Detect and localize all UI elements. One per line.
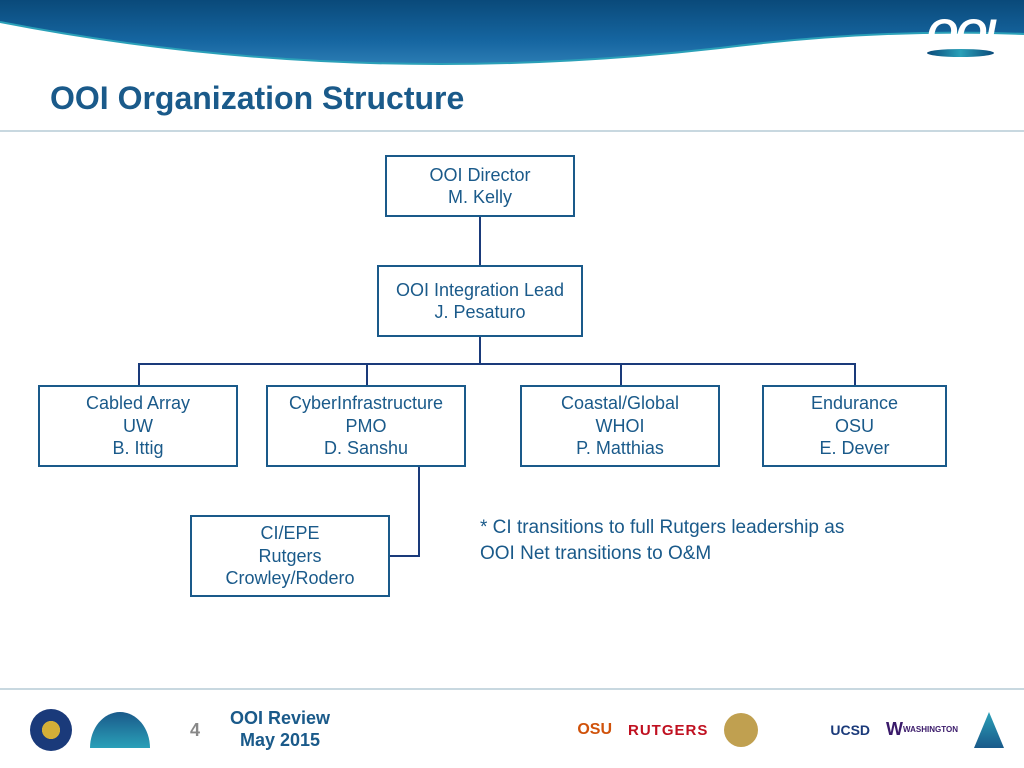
node-person: J. Pesaturo: [434, 301, 525, 324]
footer-logos-right: OSU RUTGERS UCSD W WASHINGTON: [577, 712, 1004, 748]
page-title: OOI Organization Structure: [50, 80, 464, 117]
connector: [479, 217, 481, 265]
title-underline: [0, 130, 1024, 132]
footer-logos-left: [30, 709, 150, 751]
uw-w: W: [886, 720, 903, 740]
nsf-logo-icon: [30, 709, 72, 751]
partner-seal-icon: [724, 713, 758, 747]
node-person: M. Kelly: [448, 186, 512, 209]
whoi-logo-icon: [974, 712, 1004, 748]
node-org: OSU: [835, 415, 874, 438]
node-title: OOI Director: [429, 164, 530, 187]
node-title: Endurance: [811, 392, 898, 415]
chart-footnote: * CI transitions to full Rutgers leaders…: [480, 515, 860, 566]
node-endurance: Endurance OSU E. Dever: [762, 385, 947, 467]
connector: [479, 337, 481, 363]
node-person: D. Sanshu: [324, 437, 408, 460]
connector: [138, 363, 855, 365]
node-org: PMO: [345, 415, 386, 438]
uw-logo-icon: W WASHINGTON: [886, 715, 958, 745]
scripps-logo-icon: [774, 717, 814, 743]
node-title: CI/EPE: [260, 522, 319, 545]
node-org: Rutgers: [258, 545, 321, 568]
node-org: WHOI: [596, 415, 645, 438]
uw-text: WASHINGTON: [903, 726, 958, 735]
ocean-leadership-logo-icon: [90, 712, 150, 748]
footer: 4 OOI Review May 2015 OSU RUTGERS UCSD W…: [0, 700, 1024, 760]
connector: [854, 363, 856, 385]
ucsd-logo-icon: UCSD: [830, 715, 870, 745]
logo-text: OOI: [927, 12, 994, 56]
rutgers-logo-icon: RUTGERS: [628, 715, 708, 745]
node-title: Coastal/Global: [561, 392, 679, 415]
node-title: CyberInfrastructure: [289, 392, 443, 415]
node-person: B. Ittig: [112, 437, 163, 460]
connector: [366, 363, 368, 385]
page-number: 4: [190, 720, 200, 741]
node-cyber: CyberInfrastructure PMO D. Sanshu: [266, 385, 466, 467]
connector: [418, 467, 420, 557]
node-person: Crowley/Rodero: [225, 567, 354, 590]
node-coastal: Coastal/Global WHOI P. Matthias: [520, 385, 720, 467]
footer-center: OOI Review May 2015: [230, 708, 330, 751]
node-director: OOI Director M. Kelly: [385, 155, 575, 217]
connector: [138, 363, 140, 385]
node-cabled: Cabled Array UW B. Ittig: [38, 385, 238, 467]
osu-logo-icon: OSU: [577, 715, 612, 745]
node-org: UW: [123, 415, 153, 438]
node-person: E. Dever: [819, 437, 889, 460]
footer-line2: May 2015: [230, 730, 330, 752]
connector: [390, 555, 420, 557]
node-integration: OOI Integration Lead J. Pesaturo: [377, 265, 583, 337]
footer-line1: OOI Review: [230, 708, 330, 730]
org-chart: OOI Director M. Kelly OOI Integration Le…: [0, 155, 1024, 655]
node-ciepe: CI/EPE Rutgers Crowley/Rodero: [190, 515, 390, 597]
ooi-logo: OOI: [927, 12, 994, 57]
node-title: Cabled Array: [86, 392, 190, 415]
footer-rule: [0, 688, 1024, 690]
node-title: OOI Integration Lead: [396, 279, 564, 302]
connector: [620, 363, 622, 385]
node-person: P. Matthias: [576, 437, 664, 460]
